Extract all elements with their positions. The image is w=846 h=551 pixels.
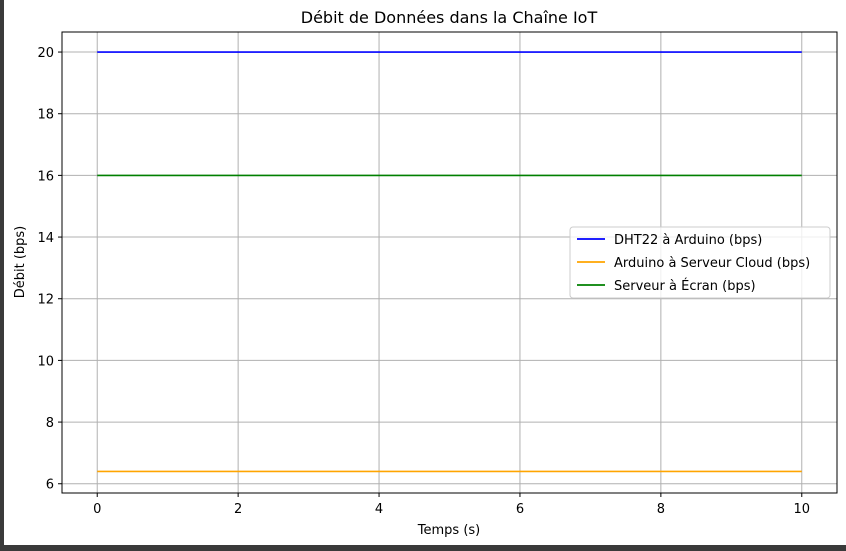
y-tick-label: 20 — [37, 46, 54, 61]
y-tick-label: 10 — [37, 354, 54, 369]
x-axis-label: Temps (s) — [417, 523, 480, 538]
y-tick-label: 12 — [37, 293, 54, 308]
x-tick-label: 4 — [375, 502, 383, 517]
y-tick-label: 18 — [37, 108, 54, 123]
x-tick-label: 6 — [516, 502, 524, 517]
y-tick-label: 14 — [37, 231, 54, 246]
x-tick-label: 8 — [657, 502, 665, 517]
legend-label: Arduino à Serveur Cloud (bps) — [614, 256, 810, 271]
chart-title: Débit de Données dans la Chaîne IoT — [301, 8, 598, 27]
y-tick-label: 6 — [46, 478, 54, 493]
legend-label: DHT22 à Arduino (bps) — [614, 233, 762, 248]
y-tick-label: 16 — [37, 169, 54, 184]
legend-box — [569, 226, 831, 299]
x-axis-ticks: 0 2 4 6 8 10 — [93, 493, 810, 517]
plot-area-frame — [61, 31, 838, 494]
series-lines — [97, 51, 802, 473]
legend: DHT22 à Arduino (bps) Arduino à Serveur C… — [569, 226, 831, 299]
x-tick-label: 0 — [93, 502, 101, 517]
y-axis-ticks: 6 8 10 12 14 16 18 20 — [37, 46, 62, 493]
x-tick-label: 10 — [793, 502, 810, 517]
legend-label: Serveur à Écran (bps) — [614, 278, 756, 294]
x-tick-label: 2 — [234, 502, 242, 517]
y-tick-label: 8 — [46, 416, 54, 431]
y-axis-label: Débit (bps) — [13, 226, 28, 299]
